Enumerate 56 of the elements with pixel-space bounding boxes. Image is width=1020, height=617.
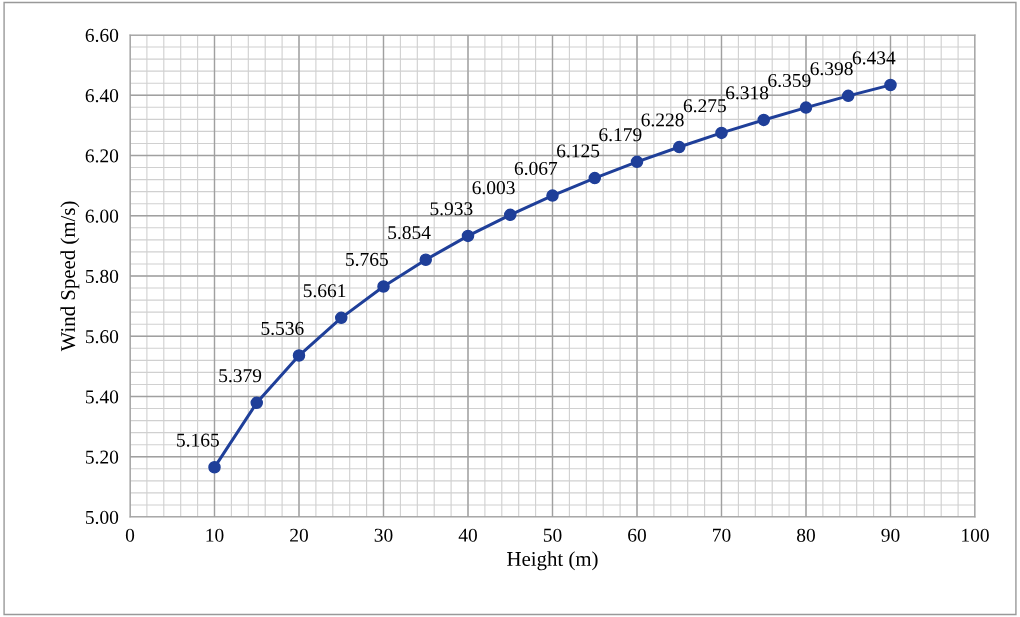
data-label: 5.933: [430, 202, 473, 216]
point: [292, 349, 306, 362]
x-tick-label: 20: [290, 528, 308, 542]
point: [715, 126, 728, 140]
point: [799, 101, 813, 114]
point: [250, 396, 264, 410]
data-label: 6.179: [599, 128, 642, 142]
point: [757, 113, 771, 127]
data-label: 5.661: [303, 284, 346, 298]
point: [672, 140, 686, 154]
point: [377, 280, 390, 293]
data-label: 6.398: [810, 62, 853, 76]
x-tick-label: 40: [458, 528, 477, 542]
point: [546, 189, 559, 202]
data-label: 6.318: [726, 86, 769, 100]
x-tick-label: 70: [713, 528, 731, 542]
y-tick-label: 5.40: [85, 390, 119, 404]
point: [630, 155, 644, 169]
y-tick-label: 6.00: [85, 209, 119, 223]
x-axis-title: Height (m): [507, 551, 598, 571]
data-label: 6.228: [641, 113, 684, 127]
x-tick-label: 80: [797, 528, 815, 542]
point: [503, 208, 517, 222]
data-label: 5.765: [346, 252, 388, 267]
y-tick-label: 5.60: [85, 330, 119, 344]
y-tick-label: 6.40: [85, 89, 119, 103]
data-label: 5.165: [177, 433, 219, 447]
data-label: 5.854: [388, 225, 431, 240]
x-tick-label: 90: [881, 528, 900, 542]
y-tick-label: 6.60: [85, 28, 119, 43]
data-label: 6.125: [557, 144, 600, 158]
point: [419, 253, 433, 266]
y-tick-label: 5.00: [85, 510, 119, 525]
x-tick-label: 60: [628, 528, 646, 542]
point: [461, 229, 475, 243]
data-label: 6.434: [852, 51, 896, 65]
point: [208, 461, 221, 474]
x-tick-label: 0: [125, 528, 135, 542]
data-label: 6.359: [768, 73, 811, 88]
x-tick-label: 10: [206, 528, 224, 542]
point: [334, 311, 348, 325]
y-axis-title: Wind Speed (m/s): [60, 201, 80, 352]
point: [841, 89, 855, 103]
point: [588, 171, 602, 185]
x-tick-label: 30: [374, 528, 393, 542]
y-tick-label: 6.20: [85, 149, 119, 163]
x-tick-label: 100: [962, 528, 989, 542]
data-label: 5.379: [219, 369, 262, 383]
data-label: 5.536: [261, 321, 304, 335]
y-tick-label: 5.80: [85, 269, 119, 284]
y-tick-label: 5.20: [85, 450, 119, 464]
data-label: 6.003: [472, 181, 515, 195]
data-label: 6.275: [683, 99, 726, 113]
point: [884, 78, 897, 92]
x-tick-label: 50: [543, 528, 562, 542]
data-label: 6.067: [514, 161, 558, 176]
